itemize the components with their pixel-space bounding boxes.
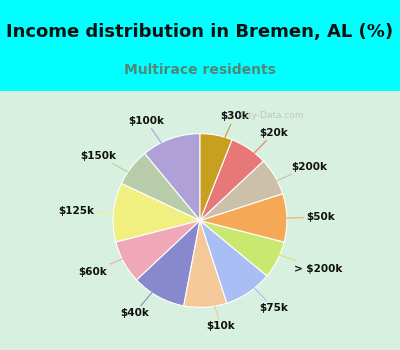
Text: $10k: $10k	[204, 271, 236, 331]
Wedge shape	[200, 220, 267, 303]
Text: $50k: $50k	[250, 212, 335, 222]
Text: Multirace residents: Multirace residents	[124, 63, 276, 77]
Wedge shape	[145, 134, 200, 220]
Text: $60k: $60k	[78, 245, 156, 276]
Text: > $200k: > $200k	[245, 243, 343, 274]
Text: $150k: $150k	[80, 150, 160, 190]
Wedge shape	[200, 134, 232, 220]
Text: $75k: $75k	[229, 262, 288, 313]
Wedge shape	[121, 154, 200, 220]
Text: Income distribution in Bremen, AL (%): Income distribution in Bremen, AL (%)	[6, 22, 394, 41]
Wedge shape	[113, 183, 200, 242]
Text: $20k: $20k	[229, 128, 288, 179]
Text: $125k: $125k	[58, 205, 150, 216]
Wedge shape	[137, 220, 200, 306]
Text: $30k: $30k	[210, 111, 249, 171]
Wedge shape	[200, 194, 287, 242]
Wedge shape	[200, 220, 284, 276]
Wedge shape	[116, 220, 200, 280]
Wedge shape	[184, 220, 227, 307]
Text: $200k: $200k	[244, 162, 327, 195]
Text: $40k: $40k	[120, 265, 175, 318]
Text: $100k: $100k	[128, 116, 182, 173]
Wedge shape	[200, 161, 283, 220]
Text: City-Data.com: City-Data.com	[240, 111, 304, 120]
Wedge shape	[200, 140, 263, 220]
